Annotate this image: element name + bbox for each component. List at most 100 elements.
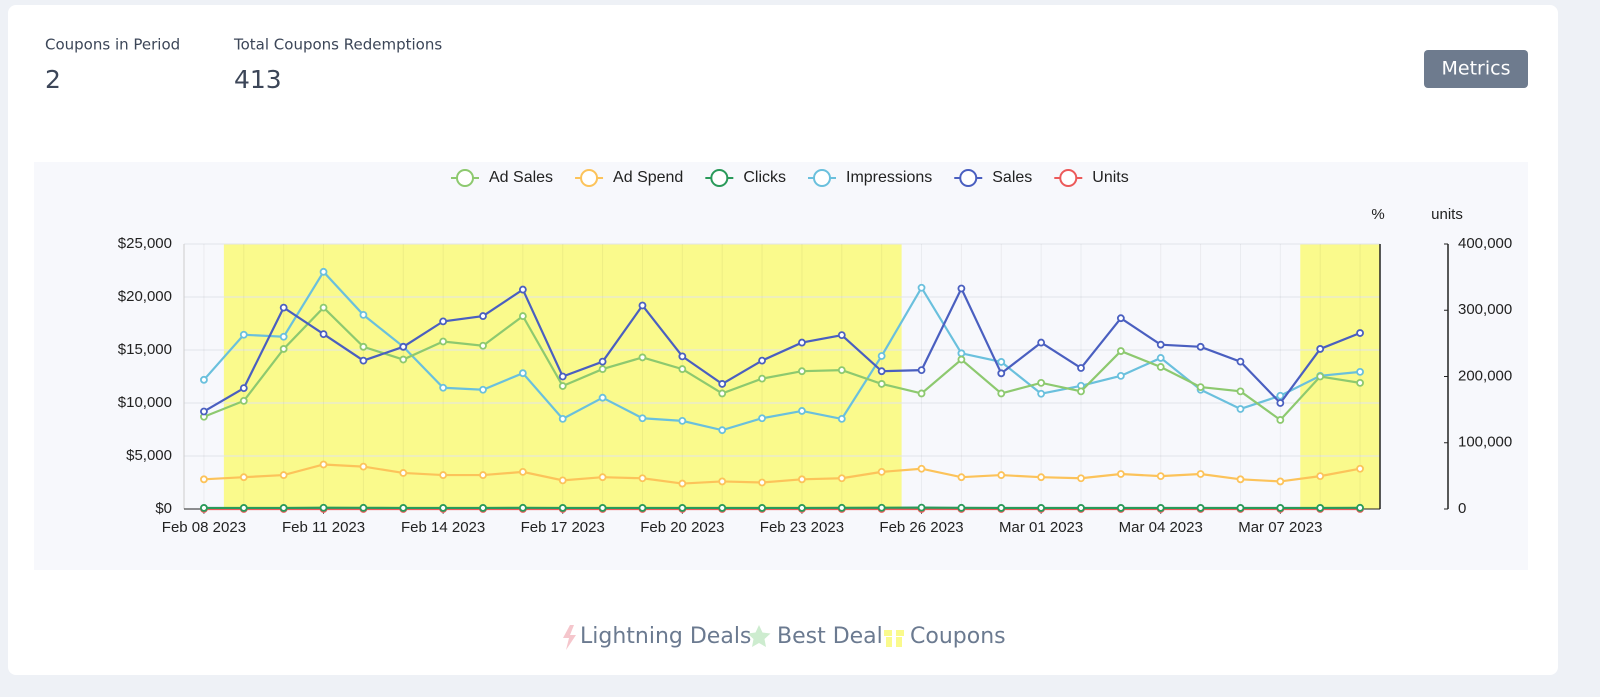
data-point <box>718 380 727 388</box>
data-point <box>239 396 248 405</box>
data-point <box>1077 364 1085 372</box>
y2-tick-label: 0 <box>1458 500 1466 517</box>
legend-label: Sales <box>992 169 1032 186</box>
data-point <box>798 407 806 415</box>
data-point <box>997 389 1006 398</box>
data-point <box>877 503 886 512</box>
data-point <box>1037 473 1046 482</box>
data-point <box>877 380 886 388</box>
data-point <box>1196 470 1205 478</box>
data-point <box>1316 504 1325 512</box>
data-point <box>917 389 926 398</box>
data-point <box>678 365 687 373</box>
data-point <box>319 503 328 512</box>
series-line <box>203 463 1361 485</box>
data-point <box>439 383 448 392</box>
data-point <box>1116 470 1125 478</box>
data-point <box>518 369 527 378</box>
gift-icon <box>884 626 904 647</box>
series-line <box>203 270 1361 432</box>
data-point <box>837 414 846 423</box>
data-point <box>1196 342 1205 351</box>
data-point <box>598 357 607 366</box>
data-point <box>279 332 288 341</box>
data-point <box>598 504 607 512</box>
data-point <box>279 303 288 312</box>
data-point <box>638 301 647 310</box>
data-point <box>1276 477 1285 486</box>
data-point <box>997 504 1006 512</box>
data-point <box>319 267 328 276</box>
metrics-button[interactable]: Metrics <box>1424 50 1528 88</box>
legend-label: Ad Spend <box>613 169 683 186</box>
data-point <box>399 469 408 477</box>
x-tick-label: Feb 20 2023 <box>640 519 724 536</box>
data-point <box>758 374 766 383</box>
data-point <box>1037 504 1046 512</box>
data-point <box>518 467 527 476</box>
data-point <box>1116 371 1125 380</box>
data-point <box>917 503 926 512</box>
data-point <box>518 285 527 294</box>
data-point <box>558 476 567 485</box>
data-point <box>718 477 727 486</box>
data-point <box>837 366 846 375</box>
data-point <box>319 460 328 469</box>
data-point <box>957 503 966 512</box>
y-tick-label: $15,000 <box>118 341 172 358</box>
data-point <box>1236 405 1245 413</box>
data-point <box>239 504 248 512</box>
data-point <box>1156 354 1165 362</box>
data-point <box>239 330 248 339</box>
data-point <box>359 356 368 365</box>
star-icon <box>747 625 771 647</box>
data-point <box>678 416 687 425</box>
x-tick-label: Feb 17 2023 <box>521 519 605 536</box>
data-point <box>359 462 368 471</box>
data-point <box>1316 372 1325 381</box>
data-point <box>1037 338 1046 347</box>
data-point <box>837 474 846 483</box>
y-tick-label: $0 <box>155 500 172 517</box>
data-point <box>877 352 886 360</box>
data-point <box>359 310 368 319</box>
button-bg[interactable] <box>1424 50 1528 88</box>
data-point <box>1236 357 1245 366</box>
legend-label: Impressions <box>846 169 932 186</box>
data-point <box>1077 504 1085 512</box>
data-point <box>200 407 208 416</box>
data-point <box>1236 504 1245 512</box>
data-point <box>479 385 487 394</box>
data-point <box>718 426 727 435</box>
data-point <box>518 503 527 512</box>
data-point <box>479 341 487 350</box>
data-point <box>399 504 408 512</box>
stat-label: Total Coupons Redemptions <box>233 36 442 54</box>
data-point <box>1316 472 1325 481</box>
data-point <box>917 464 926 473</box>
data-point <box>758 478 766 487</box>
data-point <box>638 353 647 362</box>
legend-label: Clicks <box>743 169 786 186</box>
data-point <box>837 503 846 512</box>
data-point <box>279 345 288 353</box>
x-tick-label: Feb 08 2023 <box>162 519 246 536</box>
data-point <box>877 467 886 476</box>
data-point <box>678 504 687 512</box>
coupon-band <box>1300 244 1380 509</box>
data-point <box>439 337 448 346</box>
data-point <box>558 382 567 390</box>
button-label[interactable]: Metrics <box>1442 58 1511 80</box>
data-point <box>638 504 647 512</box>
y-tick-label: $25,000 <box>118 235 172 252</box>
legend: Ad Sales Ad Spend Clicks Impressions Sales Un… <box>451 169 1129 187</box>
legend-swatch <box>813 169 831 187</box>
data-point <box>439 504 448 512</box>
data-point <box>479 312 487 320</box>
x-tick-label: Feb 23 2023 <box>760 519 844 536</box>
data-point <box>598 473 607 482</box>
data-point <box>1156 340 1165 349</box>
data-point <box>917 366 926 375</box>
footer-legend: Lightning Deals Best Deal Coupons <box>563 624 1006 650</box>
